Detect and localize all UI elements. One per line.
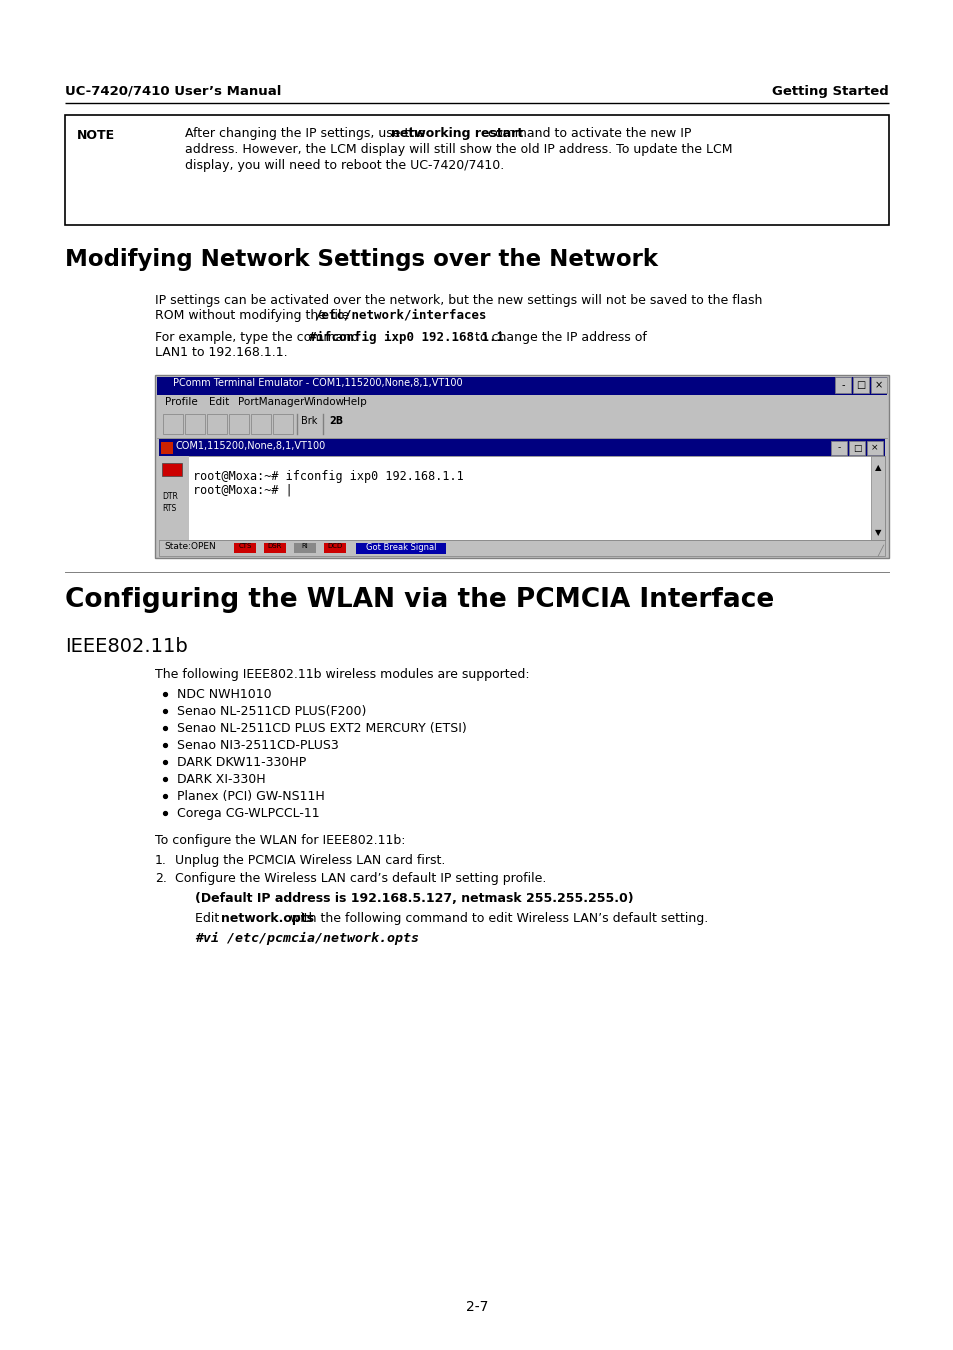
Text: display, you will need to reboot the UC-7420/7410.: display, you will need to reboot the UC-… [185, 159, 504, 171]
FancyBboxPatch shape [852, 377, 868, 393]
Text: For example, type the command: For example, type the command [154, 331, 363, 344]
FancyBboxPatch shape [65, 115, 888, 225]
FancyBboxPatch shape [159, 439, 884, 456]
Text: network.opts: network.opts [220, 913, 314, 925]
Text: /etc/network/interfaces: /etc/network/interfaces [314, 309, 487, 323]
Text: address. However, the LCM display will still show the old IP address. To update : address. However, the LCM display will s… [185, 143, 732, 157]
Text: □: □ [856, 379, 864, 390]
Text: Modifying Network Settings over the Network: Modifying Network Settings over the Netw… [65, 248, 658, 271]
Text: 2-7: 2-7 [465, 1300, 488, 1314]
Text: Edit: Edit [209, 397, 230, 406]
Text: PComm Terminal Emulator - COM1,115200,None,8,1,VT100: PComm Terminal Emulator - COM1,115200,No… [172, 378, 462, 387]
Text: .: . [456, 309, 460, 323]
Text: ╱: ╱ [876, 544, 882, 556]
FancyBboxPatch shape [848, 441, 864, 455]
Text: DARK XI-330H: DARK XI-330H [177, 774, 265, 786]
Text: CTS: CTS [238, 543, 252, 549]
FancyBboxPatch shape [355, 543, 446, 554]
Text: #ifconfig ixp0 192.168.1.1: #ifconfig ixp0 192.168.1.1 [309, 331, 504, 344]
Text: DTR: DTR [162, 491, 177, 501]
Text: -: - [841, 379, 843, 390]
Text: root@Moxa:~# |: root@Moxa:~# | [193, 485, 293, 497]
FancyBboxPatch shape [159, 456, 189, 540]
Text: Getting Started: Getting Started [771, 85, 888, 99]
Text: (Default IP address is 192.168.5.127, netmask 255.255.255.0): (Default IP address is 192.168.5.127, ne… [194, 892, 633, 904]
Text: LAN1 to 192.168.1.1.: LAN1 to 192.168.1.1. [154, 346, 287, 359]
Text: State:OPEN: State:OPEN [164, 541, 215, 551]
FancyBboxPatch shape [185, 414, 205, 433]
FancyBboxPatch shape [161, 441, 172, 454]
FancyBboxPatch shape [163, 414, 183, 433]
Text: Senao NL-2511CD PLUS EXT2 MERCURY (ETSI): Senao NL-2511CD PLUS EXT2 MERCURY (ETSI) [177, 722, 466, 734]
FancyBboxPatch shape [251, 414, 271, 433]
Text: -: - [837, 444, 840, 452]
Text: UC-7420/7410 User’s Manual: UC-7420/7410 User’s Manual [65, 85, 281, 99]
FancyBboxPatch shape [870, 377, 886, 393]
FancyBboxPatch shape [324, 543, 346, 554]
Text: IEEE802.11b: IEEE802.11b [65, 637, 188, 656]
Text: with the following command to edit Wireless LAN’s default setting.: with the following command to edit Wirel… [285, 913, 707, 925]
Text: networking restart: networking restart [391, 127, 522, 140]
Text: RTS: RTS [162, 504, 176, 513]
Text: DCD: DCD [327, 543, 342, 549]
Text: Configure the Wireless LAN card’s default IP setting profile.: Configure the Wireless LAN card’s defaul… [174, 872, 546, 886]
Text: Corega CG-WLPCCL-11: Corega CG-WLPCCL-11 [177, 807, 319, 819]
Text: IP settings can be activated over the network, but the new settings will not be : IP settings can be activated over the ne… [154, 294, 761, 306]
Text: Senao NI3-2511CD-PLUS3: Senao NI3-2511CD-PLUS3 [177, 738, 338, 752]
Text: RI: RI [301, 543, 308, 549]
Text: ▼: ▼ [874, 528, 881, 537]
Text: PortManager: PortManager [238, 397, 304, 406]
Text: NDC NWH1010: NDC NWH1010 [177, 688, 272, 701]
Text: root@Moxa:~# ifconfig ixp0 192.168.1.1: root@Moxa:~# ifconfig ixp0 192.168.1.1 [193, 470, 463, 483]
Text: ROM without modifying the file: ROM without modifying the file [154, 309, 353, 323]
Text: Edit: Edit [194, 913, 223, 925]
FancyBboxPatch shape [264, 543, 286, 554]
Text: DARK DKW11-330HP: DARK DKW11-330HP [177, 756, 306, 770]
FancyBboxPatch shape [159, 456, 884, 540]
FancyBboxPatch shape [154, 375, 888, 558]
FancyBboxPatch shape [273, 414, 293, 433]
FancyBboxPatch shape [229, 414, 249, 433]
Text: The following IEEE802.11b wireless modules are supported:: The following IEEE802.11b wireless modul… [154, 668, 529, 680]
Text: Senao NL-2511CD PLUS(F200): Senao NL-2511CD PLUS(F200) [177, 705, 366, 718]
Text: to change the IP address of: to change the IP address of [470, 331, 646, 344]
FancyBboxPatch shape [159, 540, 884, 556]
Text: Help: Help [342, 397, 366, 406]
Text: After changing the IP settings, use the: After changing the IP settings, use the [185, 127, 429, 140]
FancyBboxPatch shape [830, 441, 846, 455]
Text: ▲: ▲ [874, 463, 881, 472]
Text: NOTE: NOTE [77, 130, 115, 142]
FancyBboxPatch shape [157, 410, 886, 437]
FancyBboxPatch shape [207, 414, 227, 433]
Text: □: □ [852, 444, 861, 452]
FancyBboxPatch shape [162, 463, 182, 477]
Text: Got Break Signal: Got Break Signal [365, 543, 436, 552]
Text: ×: × [874, 379, 882, 390]
Text: DSR: DSR [268, 543, 282, 549]
Text: Profile: Profile [165, 397, 197, 406]
Text: ×: × [870, 444, 878, 452]
FancyBboxPatch shape [233, 543, 255, 554]
Text: To configure the WLAN for IEEE802.11b:: To configure the WLAN for IEEE802.11b: [154, 834, 405, 846]
Text: Planex (PCI) GW-NS11H: Planex (PCI) GW-NS11H [177, 790, 324, 803]
Text: Unplug the PCMCIA Wireless LAN card first.: Unplug the PCMCIA Wireless LAN card firs… [174, 855, 445, 867]
Text: 2.: 2. [154, 872, 167, 886]
Text: #vi /etc/pcmcia/network.opts: #vi /etc/pcmcia/network.opts [194, 931, 418, 945]
FancyBboxPatch shape [157, 396, 886, 410]
FancyBboxPatch shape [294, 543, 315, 554]
Text: command to activate the new IP: command to activate the new IP [483, 127, 690, 140]
FancyBboxPatch shape [157, 377, 886, 396]
FancyBboxPatch shape [834, 377, 850, 393]
Text: COM1,115200,None,8,1,VT100: COM1,115200,None,8,1,VT100 [175, 441, 326, 451]
Text: Configuring the WLAN via the PCMCIA Interface: Configuring the WLAN via the PCMCIA Inte… [65, 587, 774, 613]
FancyBboxPatch shape [870, 456, 884, 540]
Text: Window: Window [303, 397, 344, 406]
FancyBboxPatch shape [866, 441, 882, 455]
Text: Brk: Brk [301, 416, 317, 427]
Text: 1.: 1. [154, 855, 167, 867]
Text: 2B: 2B [329, 416, 343, 427]
